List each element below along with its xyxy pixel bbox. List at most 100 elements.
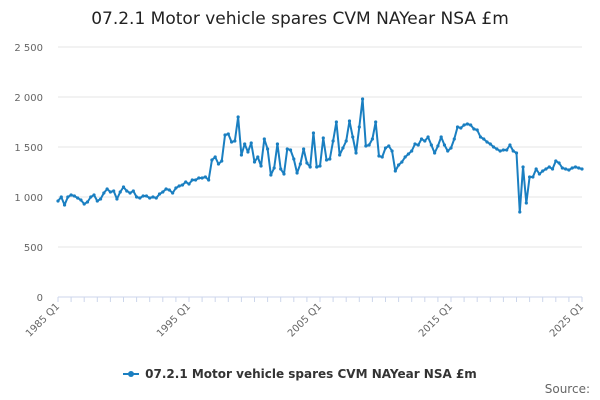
- data-point[interactable]: [544, 167, 548, 171]
- data-point[interactable]: [475, 128, 479, 132]
- data-point[interactable]: [256, 155, 260, 159]
- data-point[interactable]: [220, 159, 224, 163]
- data-point[interactable]: [102, 191, 106, 195]
- data-point[interactable]: [216, 162, 221, 166]
- data-point[interactable]: [537, 172, 542, 176]
- data-point[interactable]: [338, 153, 342, 157]
- data-point[interactable]: [72, 194, 76, 198]
- data-point[interactable]: [207, 178, 211, 182]
- data-point[interactable]: [223, 133, 227, 137]
- data-point[interactable]: [89, 195, 93, 199]
- data-point[interactable]: [148, 196, 152, 200]
- data-point[interactable]: [344, 139, 348, 143]
- data-point[interactable]: [121, 185, 126, 189]
- data-point[interactable]: [308, 165, 312, 169]
- data-point[interactable]: [236, 115, 240, 119]
- data-point[interactable]: [498, 149, 502, 153]
- data-point[interactable]: [266, 147, 270, 151]
- data-point[interactable]: [174, 186, 178, 190]
- data-point[interactable]: [442, 143, 447, 147]
- data-point[interactable]: [62, 203, 67, 207]
- series-line[interactable]: [57, 98, 583, 213]
- data-point[interactable]: [554, 159, 558, 163]
- data-point[interactable]: [354, 151, 358, 155]
- data-point[interactable]: [547, 165, 551, 169]
- data-point[interactable]: [282, 172, 286, 176]
- data-point[interactable]: [193, 178, 198, 182]
- data-point[interactable]: [328, 157, 332, 161]
- data-point[interactable]: [213, 155, 217, 159]
- data-point[interactable]: [259, 164, 263, 168]
- data-point[interactable]: [190, 178, 194, 182]
- data-point[interactable]: [98, 197, 103, 201]
- data-point[interactable]: [374, 120, 378, 124]
- data-point[interactable]: [318, 164, 322, 168]
- legend[interactable]: 07.2.1 Motor vehicle spares CVM NAYear N…: [0, 364, 600, 381]
- data-point[interactable]: [180, 183, 185, 187]
- data-point[interactable]: [528, 175, 532, 179]
- data-point[interactable]: [76, 196, 80, 200]
- data-point[interactable]: [360, 97, 365, 101]
- data-point[interactable]: [347, 119, 352, 123]
- data-point[interactable]: [377, 154, 381, 158]
- data-point[interactable]: [69, 193, 73, 197]
- data-point[interactable]: [128, 191, 132, 195]
- data-point[interactable]: [400, 160, 404, 164]
- data-point[interactable]: [564, 167, 568, 171]
- data-point[interactable]: [82, 202, 86, 206]
- data-point[interactable]: [397, 163, 401, 167]
- data-point[interactable]: [108, 190, 112, 194]
- data-point[interactable]: [521, 165, 525, 169]
- data-point[interactable]: [508, 143, 512, 147]
- data-point[interactable]: [455, 125, 460, 129]
- data-point[interactable]: [135, 195, 139, 199]
- data-point[interactable]: [429, 143, 433, 147]
- data-point[interactable]: [485, 140, 489, 144]
- data-point[interactable]: [439, 135, 443, 139]
- data-point[interactable]: [324, 158, 329, 162]
- data-point[interactable]: [436, 144, 440, 148]
- data-point[interactable]: [403, 155, 407, 159]
- data-point[interactable]: [249, 141, 253, 145]
- data-point[interactable]: [131, 189, 135, 193]
- data-point[interactable]: [383, 146, 388, 150]
- data-point[interactable]: [184, 180, 188, 184]
- data-point[interactable]: [151, 195, 155, 199]
- data-point[interactable]: [141, 194, 145, 198]
- data-point[interactable]: [252, 160, 257, 164]
- data-point[interactable]: [573, 165, 578, 169]
- data-point[interactable]: [465, 122, 469, 126]
- data-point[interactable]: [269, 173, 273, 177]
- data-point[interactable]: [95, 199, 99, 203]
- data-point[interactable]: [393, 169, 397, 173]
- data-point[interactable]: [295, 171, 299, 175]
- data-point[interactable]: [541, 169, 545, 173]
- data-point[interactable]: [387, 144, 391, 148]
- data-point[interactable]: [229, 140, 234, 144]
- data-point[interactable]: [292, 157, 296, 161]
- data-point[interactable]: [171, 191, 175, 195]
- data-point[interactable]: [315, 165, 319, 169]
- data-point[interactable]: [288, 148, 293, 152]
- data-point[interactable]: [511, 149, 515, 153]
- data-point[interactable]: [154, 196, 158, 200]
- data-point[interactable]: [226, 132, 230, 136]
- data-point[interactable]: [380, 155, 384, 159]
- data-point[interactable]: [112, 189, 116, 193]
- data-point[interactable]: [197, 176, 201, 180]
- data-point[interactable]: [462, 123, 466, 127]
- data-point[interactable]: [560, 166, 564, 170]
- data-point[interactable]: [105, 187, 109, 191]
- data-point[interactable]: [118, 190, 122, 194]
- data-point[interactable]: [311, 131, 316, 135]
- data-point[interactable]: [157, 192, 162, 196]
- data-point[interactable]: [390, 149, 394, 153]
- data-point[interactable]: [246, 150, 250, 154]
- data-point[interactable]: [275, 142, 280, 146]
- data-point[interactable]: [167, 188, 171, 192]
- data-point[interactable]: [285, 147, 289, 151]
- data-point[interactable]: [331, 139, 335, 143]
- data-point[interactable]: [56, 199, 60, 203]
- data-point[interactable]: [534, 167, 538, 171]
- data-point[interactable]: [233, 139, 237, 143]
